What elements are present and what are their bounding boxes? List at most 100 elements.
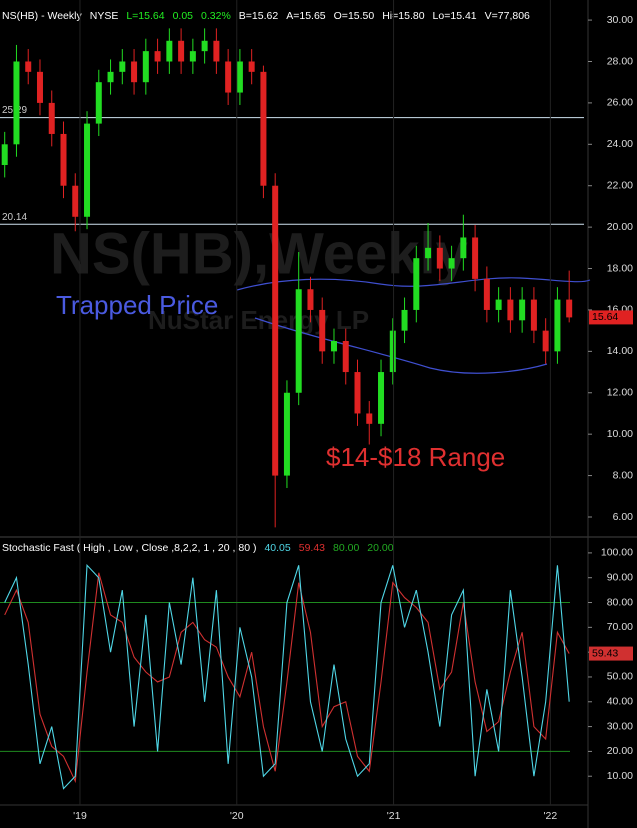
- candle-body: [248, 61, 255, 72]
- candle-body: [330, 341, 337, 352]
- last-price: 15.64: [592, 311, 618, 323]
- candle-body: [189, 51, 196, 62]
- candle-body: [401, 309, 408, 331]
- header-text: 59.43: [299, 542, 325, 554]
- candle-body: [389, 330, 396, 373]
- candle-body: [213, 40, 220, 62]
- header-text: 40.05: [264, 542, 290, 554]
- stoch-line: [4, 564, 570, 790]
- header-text: O=15.50: [334, 10, 375, 22]
- x-tick-label: '21: [387, 810, 401, 822]
- candle-body: [354, 372, 361, 414]
- annotation: $14-$18 Range: [326, 442, 505, 472]
- header-text: 0.32%: [201, 10, 231, 22]
- y-tick-label: 18.00: [607, 262, 633, 274]
- candle-body: [366, 413, 373, 424]
- y-tick-label: 70.00: [607, 621, 633, 633]
- header-text: L=15.64: [126, 10, 164, 22]
- x-tick-label: '20: [230, 810, 244, 822]
- candle-body: [495, 299, 502, 310]
- header-text: A=15.65: [286, 10, 326, 22]
- candle-body: [260, 71, 267, 186]
- header-text: Stochastic Fast ( High , Low , Close ,8,…: [2, 542, 256, 554]
- y-tick-label: 30.00: [607, 14, 633, 26]
- price-box: [589, 310, 633, 325]
- x-tick-label: '19: [73, 810, 87, 822]
- y-tick-label: 10.00: [607, 770, 633, 782]
- header-text: 80.00: [333, 542, 359, 554]
- header-text: V=77,806: [485, 10, 530, 22]
- y-tick-label: 24.00: [607, 138, 633, 150]
- candle-body: [413, 258, 420, 310]
- candle-body: [107, 71, 114, 83]
- candle-body: [542, 330, 549, 352]
- y-tick-label: 20.00: [607, 221, 633, 233]
- trend-curve: [236, 277, 591, 291]
- header-text: Lo=15.41: [433, 10, 477, 22]
- candle-body: [378, 372, 385, 424]
- value-box: [589, 646, 633, 661]
- candle-body: [554, 299, 561, 352]
- candle-body: [448, 258, 455, 269]
- candle-body: [225, 61, 232, 93]
- header-text: NS(HB) - Weekly: [2, 10, 82, 22]
- trend-curve: [254, 317, 548, 374]
- last-value: 59.43: [592, 647, 618, 659]
- candle-body: [95, 82, 102, 124]
- y-tick-label: 80.00: [607, 596, 633, 608]
- y-tick-label: 90.00: [607, 571, 633, 583]
- candle-body: [272, 185, 279, 476]
- y-tick-label: 50.00: [607, 671, 633, 683]
- y-tick-label: 20.00: [607, 745, 633, 757]
- candle-body: [507, 299, 514, 321]
- candle-body: [342, 341, 349, 373]
- y-tick-label: 6.00: [613, 511, 634, 523]
- candle-body: [436, 247, 443, 269]
- x-tick-label: '22: [544, 810, 558, 822]
- candle-body: [154, 51, 161, 62]
- header-text: NYSE: [90, 10, 119, 22]
- candle-body: [566, 299, 573, 318]
- watermark: NS(HB),Weekly: [50, 221, 468, 286]
- y-tick-label: 30.00: [607, 720, 633, 732]
- y-tick-label: 10.00: [607, 428, 633, 440]
- candle-body: [131, 61, 138, 83]
- level-label: 20.14: [2, 212, 27, 223]
- candle-body: [72, 185, 79, 217]
- candle-body: [236, 61, 243, 93]
- y-tick-label: 100.00: [601, 547, 633, 559]
- y-tick-label: 40.00: [607, 696, 633, 708]
- candle-body: [142, 51, 149, 83]
- candle-body: [60, 133, 67, 186]
- y-tick-label: 26.00: [607, 97, 633, 109]
- y-tick-label: 8.00: [613, 469, 634, 481]
- candle-body: [530, 299, 537, 331]
- y-tick-label: 22.00: [607, 179, 633, 191]
- candle-body: [307, 289, 314, 310]
- header-text: 20.00: [367, 542, 393, 554]
- annotation: Trapped Price: [56, 290, 218, 320]
- candle-body: [166, 40, 173, 62]
- candle-body: [119, 61, 126, 72]
- stoch-line: [4, 572, 570, 784]
- candle-body: [472, 237, 479, 279]
- header-text: 0.05: [173, 10, 194, 22]
- watermark: NuStar Energy LP: [148, 305, 369, 335]
- candle-body: [201, 40, 208, 52]
- candle-body: [25, 61, 32, 72]
- candle-body: [460, 237, 467, 259]
- candle-body: [295, 289, 302, 393]
- candle-body: [48, 102, 55, 134]
- y-tick-label: 14.00: [607, 345, 633, 357]
- candle-body: [519, 299, 526, 321]
- candle-body: [13, 61, 20, 145]
- candle-body: [36, 71, 43, 103]
- candle-body: [425, 247, 432, 259]
- y-tick-label: 28.00: [607, 55, 633, 67]
- y-tick-label: 12.00: [607, 387, 633, 399]
- candle-body: [84, 123, 91, 217]
- header-text: B=15.62: [239, 10, 279, 22]
- candle-body: [483, 278, 490, 310]
- candle-body: [1, 144, 8, 166]
